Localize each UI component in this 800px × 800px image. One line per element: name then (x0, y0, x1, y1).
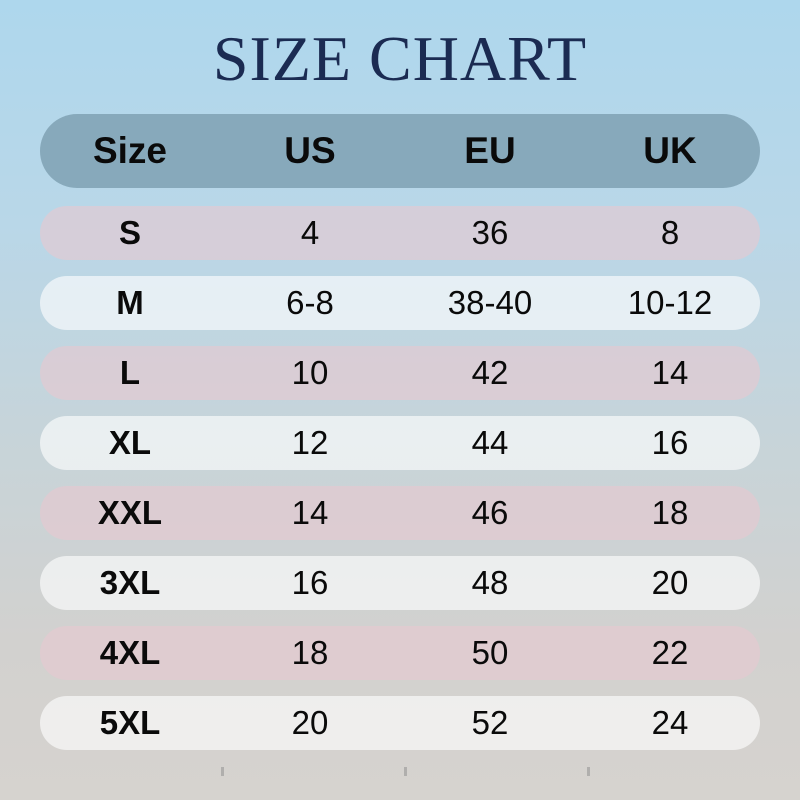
uk-value: 10-12 (627, 284, 713, 321)
uk-value: 18 (651, 494, 689, 531)
column-divider-ticks (40, 766, 760, 778)
column-header-us: US (284, 130, 336, 171)
size-label: 4XL (99, 634, 161, 671)
us-value: 18 (291, 634, 329, 671)
table-row-xxl: XXL 14 46 18 (40, 486, 760, 540)
size-label: M (116, 284, 144, 321)
us-value: 4 (300, 214, 320, 251)
column-divider-tick (221, 767, 224, 776)
column-header-eu: EU (464, 130, 516, 171)
table-row-4xl: 4XL 18 50 22 (40, 626, 760, 680)
size-chart-table: Size US EU UK S 4 36 8 M 6-8 38-40 10-12… (40, 114, 760, 778)
us-value: 12 (291, 424, 329, 461)
us-value: 16 (291, 564, 329, 601)
size-label: 5XL (99, 704, 161, 741)
eu-value: 50 (471, 634, 509, 671)
column-divider-tick (587, 767, 590, 776)
size-label: L (119, 354, 141, 391)
table-row-m: M 6-8 38-40 10-12 (40, 276, 760, 330)
uk-value: 24 (651, 704, 689, 741)
eu-value: 36 (471, 214, 509, 251)
us-value: 14 (291, 494, 329, 531)
eu-value: 46 (471, 494, 509, 531)
uk-value: 8 (660, 214, 680, 251)
uk-value: 20 (651, 564, 689, 601)
table-row-5xl: 5XL 20 52 24 (40, 696, 760, 750)
column-header-size: Size (92, 130, 168, 171)
table-row-s: S 4 36 8 (40, 206, 760, 260)
us-value: 10 (291, 354, 329, 391)
size-label: XL (108, 424, 152, 461)
uk-value: 16 (651, 424, 689, 461)
column-header-uk: UK (643, 130, 697, 171)
us-value: 6-8 (286, 284, 334, 321)
eu-value: 38-40 (447, 284, 533, 321)
table-header-row: Size US EU UK (40, 114, 760, 188)
table-row-l: L 10 42 14 (40, 346, 760, 400)
table-row-xl: XL 12 44 16 (40, 416, 760, 470)
column-divider-tick (404, 767, 407, 776)
eu-value: 52 (471, 704, 509, 741)
size-label: XXL (97, 494, 163, 531)
uk-value: 14 (651, 354, 689, 391)
page-title: SIZE CHART (212, 23, 588, 94)
us-value: 20 (291, 704, 329, 741)
eu-value: 42 (471, 354, 509, 391)
uk-value: 22 (651, 634, 689, 671)
eu-value: 44 (471, 424, 509, 461)
size-label: S (118, 214, 141, 251)
eu-value: 48 (471, 564, 509, 601)
table-row-3xl: 3XL 16 48 20 (40, 556, 760, 610)
size-label: 3XL (99, 564, 161, 601)
